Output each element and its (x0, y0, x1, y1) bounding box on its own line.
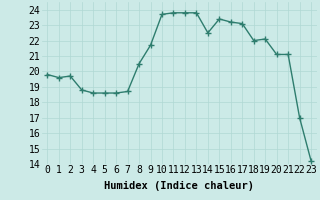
X-axis label: Humidex (Indice chaleur): Humidex (Indice chaleur) (104, 181, 254, 191)
